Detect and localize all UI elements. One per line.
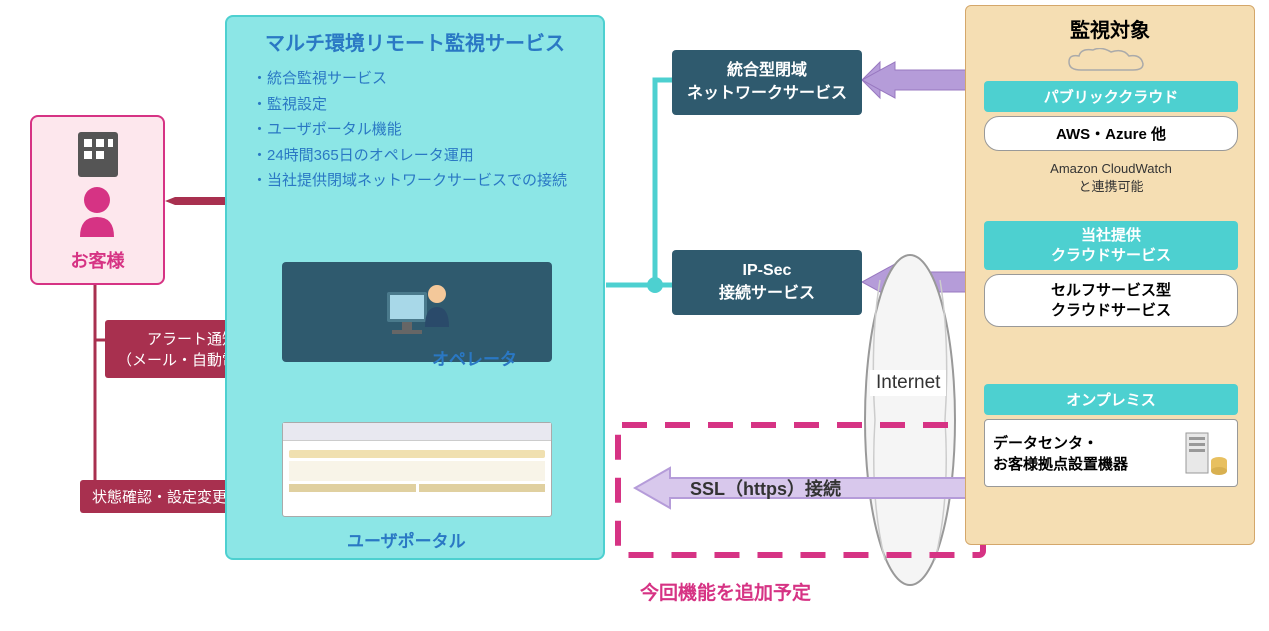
onprem-body: データセンタ・ お客様拠点設置機器 <box>984 419 1238 487</box>
cloud-icon <box>1061 48 1161 78</box>
service-item: ・24時間365日のオペレータ運用 <box>252 143 578 169</box>
public-cloud-body: AWS・Azure 他 <box>984 116 1238 151</box>
person-icon <box>70 182 125 242</box>
private-cloud-body: セルフサービス型 クラウドサービス <box>984 274 1238 327</box>
internet-label: Internet <box>870 370 946 396</box>
public-cloud-group: パブリッククラウド AWS・Azure 他 <box>984 81 1238 151</box>
operator-icon <box>377 272 457 352</box>
onprem-text: データセンタ・ お客様拠点設置機器 <box>993 432 1184 474</box>
service-item: ・統合監視サービス <box>252 66 578 92</box>
onprem-group: オンプレミス データセンタ・ お客様拠点設置機器 <box>984 384 1238 487</box>
closed-network-box: 統合型閉域 ネットワークサービス <box>672 50 862 115</box>
server-icon <box>1184 428 1229 478</box>
portal-box <box>282 422 552 517</box>
ipsec-box: IP-Sec 接続サービス <box>672 250 862 315</box>
service-item: ・ユーザポータル機能 <box>252 117 578 143</box>
private-cloud-header: 当社提供 クラウドサービス <box>984 221 1238 270</box>
service-title: マルチ環境リモート監視サービス <box>227 17 603 66</box>
addition-note: 今回機能を追加予定 <box>640 578 811 605</box>
operator-label: オペレータ <box>432 345 517 370</box>
service-item: ・当社提供閉域ネットワークサービスでの接続 <box>252 168 578 194</box>
status-box: 状態確認・設定変更 <box>80 480 239 513</box>
portal-label: ユーザポータル <box>347 527 466 552</box>
cloudwatch-note: Amazon CloudWatch と連携可能 <box>984 161 1238 195</box>
customer-box: お客様 <box>30 115 165 285</box>
onprem-header: オンプレミス <box>984 384 1238 415</box>
building-icon <box>68 127 128 182</box>
service-box: マルチ環境リモート監視サービス ・統合監視サービス ・監視設定 ・ユーザポータル… <box>225 15 605 560</box>
targets-container: 監視対象 パブリッククラウド AWS・Azure 他 Amazon CloudW… <box>965 5 1255 545</box>
customer-label: お客様 <box>71 247 125 273</box>
service-item: ・監視設定 <box>252 92 578 118</box>
ssl-label: SSL（https）接続 <box>690 475 841 501</box>
service-list: ・統合監視サービス ・監視設定 ・ユーザポータル機能 ・24時間365日のオペレ… <box>227 66 603 194</box>
public-cloud-header: パブリッククラウド <box>984 81 1238 112</box>
targets-title: 監視対象 <box>966 6 1254 51</box>
private-cloud-group: 当社提供 クラウドサービス セルフサービス型 クラウドサービス <box>984 221 1238 327</box>
